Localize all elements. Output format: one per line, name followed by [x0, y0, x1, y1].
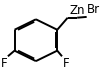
Text: F: F: [62, 57, 69, 70]
Text: Zn: Zn: [69, 4, 85, 17]
Text: Br: Br: [87, 3, 100, 16]
Text: F: F: [1, 57, 7, 70]
